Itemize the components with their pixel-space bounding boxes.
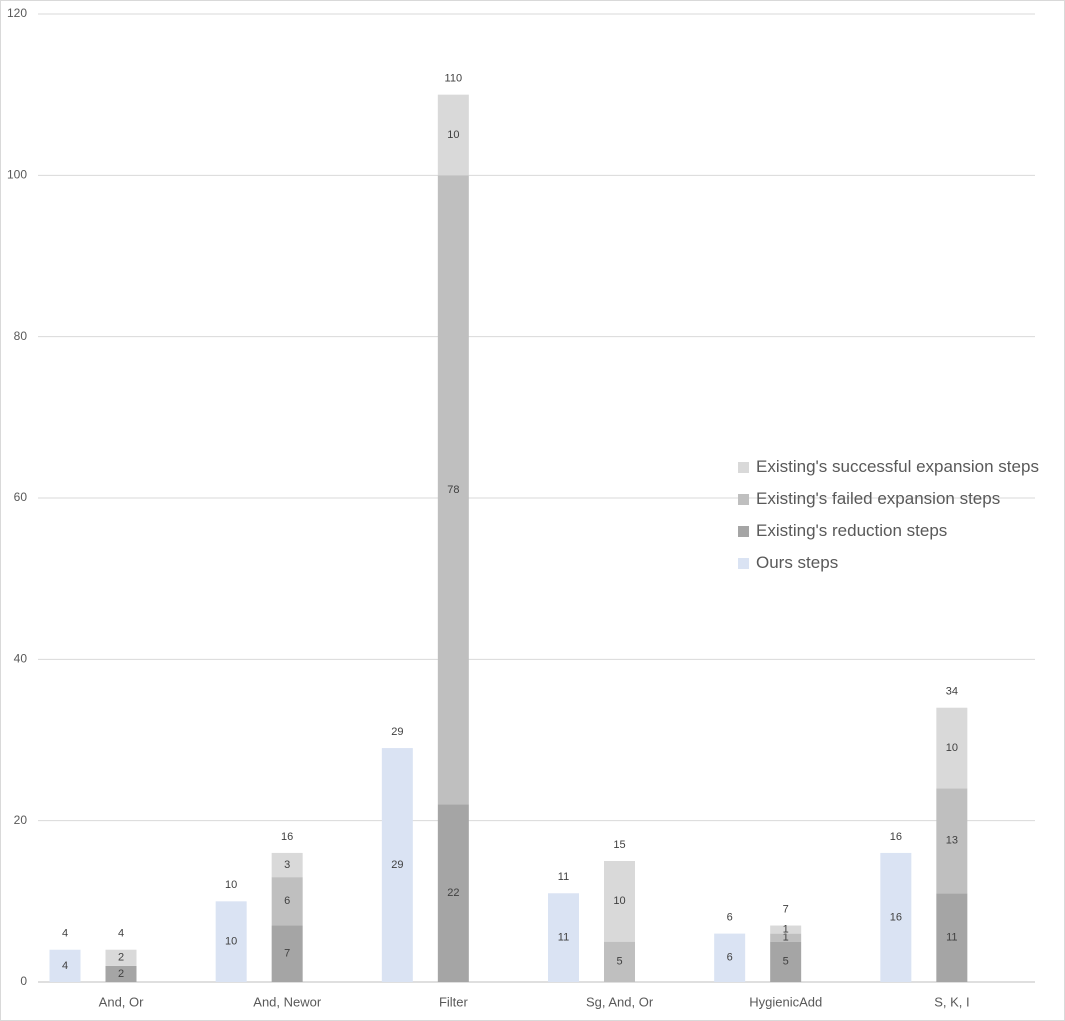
data-label-existing: 3	[284, 859, 290, 871]
bar-existing-successful-expansion	[770, 925, 802, 934]
bar-existing-successful-expansion	[936, 707, 968, 789]
bar-existing-reduction	[271, 925, 303, 982]
data-label-existing: 6	[284, 895, 290, 907]
bar-existing-reduction	[437, 804, 469, 982]
legend-label: Ours steps	[756, 553, 839, 572]
legend-item-ours: Ours steps	[738, 547, 1039, 579]
legend-swatch	[738, 525, 749, 537]
x-tick-label: Sg, And, Or	[586, 994, 654, 1009]
data-label-existing: 1	[783, 923, 789, 935]
legend-item-failed-expansion: Existing's failed expansion steps	[738, 483, 1039, 515]
data-label-existing: 10	[447, 129, 459, 141]
total-label-ours: 29	[391, 726, 403, 738]
total-label-existing: 110	[445, 73, 463, 85]
x-tick-label: S, K, I	[934, 994, 969, 1009]
legend-label: Existing's successful expansion steps	[756, 457, 1039, 476]
total-label-ours: 11	[558, 871, 569, 883]
bar-ours	[215, 901, 247, 982]
data-label-existing: 5	[783, 956, 789, 968]
data-label-existing: 11	[946, 932, 957, 944]
total-label-existing: 15	[613, 839, 625, 851]
legend-swatch	[738, 493, 749, 505]
y-tick-label: 100	[7, 168, 27, 182]
bar-existing-reduction	[936, 893, 968, 982]
total-label-ours: 4	[62, 928, 68, 940]
total-label-existing: 16	[281, 831, 293, 843]
bar-existing-successful-expansion	[105, 949, 137, 966]
total-label-ours: 10	[225, 879, 237, 891]
y-tick-label: 120	[7, 6, 27, 20]
legend-label: Existing's reduction steps	[756, 521, 948, 540]
total-label-existing: 34	[946, 686, 958, 698]
data-label-existing: 2	[118, 968, 124, 980]
total-label-existing: 7	[783, 903, 789, 915]
bar-existing-reduction	[105, 965, 137, 982]
y-tick-label: 40	[14, 652, 28, 666]
x-tick-label: And, Or	[99, 994, 144, 1009]
legend-item-reduction: Existing's reduction steps	[738, 515, 1039, 547]
y-tick-label: 60	[14, 490, 28, 504]
x-tick-label: HygienicAdd	[749, 994, 822, 1009]
x-tick-label: Filter	[439, 994, 469, 1009]
bar-ours	[714, 933, 746, 982]
data-label-ours: 10	[225, 936, 237, 948]
total-label-ours: 16	[890, 831, 902, 843]
y-tick-label: 20	[14, 813, 28, 827]
data-label-existing: 22	[447, 887, 459, 899]
total-label-ours: 6	[727, 912, 733, 924]
bar-ours	[548, 893, 579, 982]
chart-legend: Existing's successful expansion steps Ex…	[738, 451, 1039, 579]
bar-existing-successful-expansion	[271, 852, 303, 878]
x-tick-label: And, Newor	[253, 994, 322, 1009]
bar-existing-failed-expansion	[936, 788, 968, 894]
y-tick-label: 0	[20, 974, 27, 988]
bar-existing-failed-expansion	[271, 877, 303, 926]
legend-label: Existing's failed expansion steps	[756, 489, 1001, 508]
bar-ours	[381, 748, 413, 982]
data-label-existing: 10	[613, 895, 625, 907]
bar-existing-failed-expansion	[770, 933, 802, 942]
data-label-existing: 1	[783, 932, 789, 944]
data-label-existing: 5	[616, 956, 622, 968]
legend-swatch	[738, 461, 749, 473]
bar-ours	[880, 852, 912, 982]
data-label-existing: 78	[447, 484, 459, 496]
bar-existing-failed-expansion	[437, 175, 469, 805]
bar-existing-successful-expansion	[437, 94, 469, 176]
bar-existing-failed-expansion	[604, 941, 635, 982]
legend-item-successful-expansion: Existing's successful expansion steps	[738, 451, 1039, 483]
data-label-existing: 10	[946, 742, 958, 754]
data-label-ours: 11	[558, 932, 569, 944]
data-label-ours: 16	[890, 911, 902, 923]
y-tick-label: 80	[14, 329, 28, 343]
bar-existing-reduction	[770, 941, 802, 982]
total-label-existing: 4	[118, 928, 124, 940]
legend-swatch	[738, 557, 749, 569]
data-label-existing: 7	[284, 948, 290, 960]
data-label-existing: 2	[118, 952, 124, 964]
data-label-ours: 4	[62, 960, 68, 972]
data-label-ours: 29	[391, 859, 403, 871]
bar-ours	[49, 949, 81, 982]
data-label-existing: 13	[946, 835, 958, 847]
data-label-ours: 6	[727, 952, 733, 964]
bar-existing-successful-expansion	[604, 861, 635, 942]
